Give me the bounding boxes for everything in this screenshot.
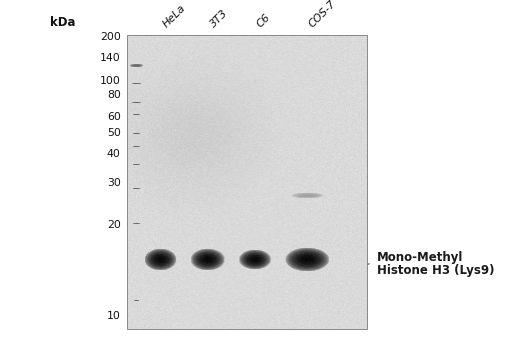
Text: Histone H3 (Lys9): Histone H3 (Lys9) — [377, 264, 495, 277]
Text: 140: 140 — [100, 53, 121, 63]
Text: kDa: kDa — [50, 16, 75, 29]
Text: 200: 200 — [100, 32, 121, 42]
Text: 20: 20 — [107, 220, 121, 230]
Text: COS-7: COS-7 — [307, 0, 337, 30]
Text: 100: 100 — [100, 76, 121, 85]
Text: 50: 50 — [107, 128, 121, 138]
Text: 80: 80 — [107, 90, 121, 99]
Text: 40: 40 — [107, 149, 121, 159]
Text: HeLa: HeLa — [161, 3, 188, 30]
Text: 30: 30 — [107, 178, 121, 188]
Text: 3T3: 3T3 — [208, 8, 229, 30]
Text: C6: C6 — [255, 13, 272, 30]
Text: 10: 10 — [107, 311, 121, 321]
Text: 60: 60 — [107, 112, 121, 122]
Text: Mono-Methyl: Mono-Methyl — [377, 251, 463, 264]
